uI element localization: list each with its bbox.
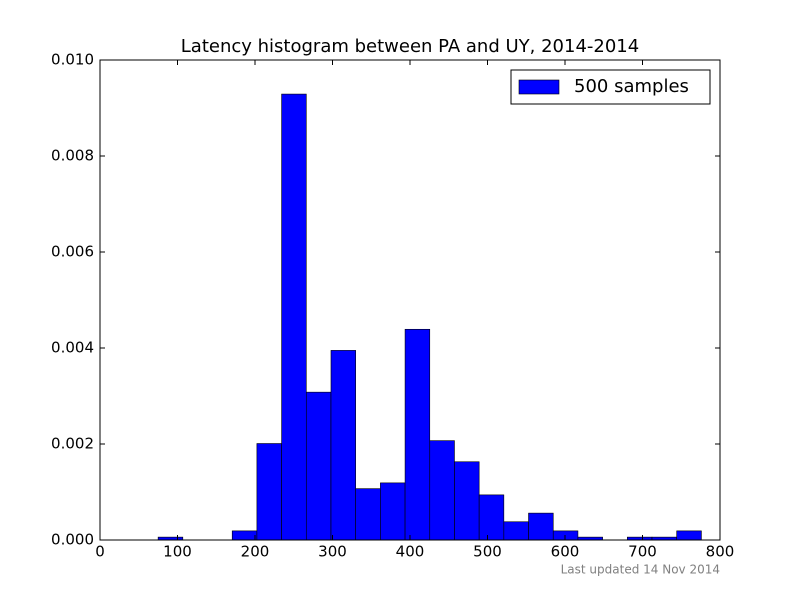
bar <box>380 482 406 541</box>
legend-box <box>510 69 711 105</box>
bar <box>503 521 529 541</box>
x-tick-label: 400 <box>396 543 425 561</box>
y-tick-label: 0.010 <box>51 51 94 69</box>
bar <box>478 494 505 541</box>
bar <box>528 512 554 541</box>
bar <box>355 488 381 541</box>
bar <box>454 461 480 541</box>
x-tick-label: 700 <box>628 543 657 561</box>
y-tick-label: 0.006 <box>51 243 94 261</box>
x-tick-label: 500 <box>473 543 502 561</box>
bar <box>256 443 282 541</box>
x-tick-label: 0 <box>95 543 105 561</box>
chart-title: Latency histogram between PA and UY, 201… <box>181 36 639 57</box>
bar <box>404 328 431 541</box>
legend-swatch <box>518 79 560 95</box>
bar <box>552 530 579 541</box>
x-tick-label: 100 <box>163 543 192 561</box>
x-tick-label: 200 <box>241 543 270 561</box>
legend-label: 500 samples <box>574 76 689 97</box>
x-tick-label: 300 <box>318 543 347 561</box>
y-tick-label: 0.008 <box>51 147 94 165</box>
y-tick-label: 0.000 <box>51 531 94 549</box>
y-tick-label: 0.004 <box>51 339 94 357</box>
bar <box>231 530 258 541</box>
bar <box>676 530 702 541</box>
x-tick-label: 800 <box>706 543 735 561</box>
bar <box>429 440 455 541</box>
bar <box>305 391 332 541</box>
bar <box>330 350 356 541</box>
y-tick-label: 0.002 <box>51 435 94 453</box>
annotation: Last updated 14 Nov 2014 <box>561 563 720 577</box>
x-tick-label: 600 <box>551 543 580 561</box>
bar <box>281 93 307 541</box>
